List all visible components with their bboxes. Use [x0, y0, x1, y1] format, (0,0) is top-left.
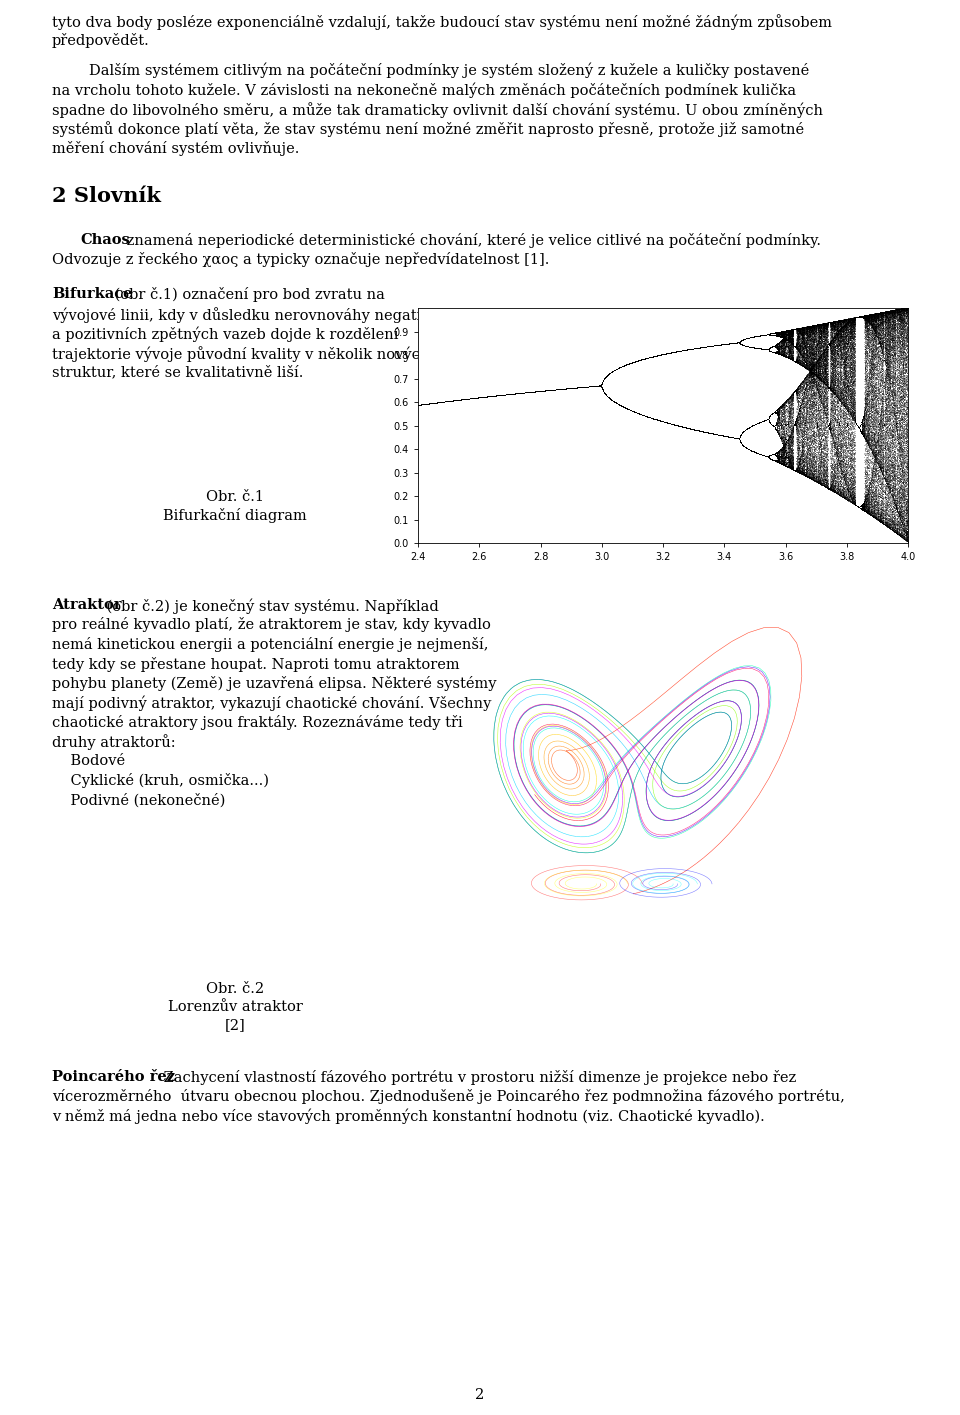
Text: trajektorie vývoje původní kvality v několik nových: trajektorie vývoje původní kvality v něk…	[52, 347, 429, 362]
Text: vícerozměrného  útvaru obecnou plochou. Zjednodušeně je Poincarého řez podmnožin: vícerozměrného útvaru obecnou plochou. Z…	[52, 1090, 845, 1105]
Text: Poincarého řez: Poincarého řez	[52, 1070, 175, 1084]
Text: druhy atraktorů:: druhy atraktorů:	[52, 734, 176, 750]
Text: pohybu planety (Země) je uzavřená elipsa. Některé systémy: pohybu planety (Země) je uzavřená elipsa…	[52, 676, 496, 691]
Text: Bodové: Bodové	[52, 754, 125, 768]
Text: spadne do libovolného směru, a může tak dramaticky ovlivnit další chování systém: spadne do libovolného směru, a může tak …	[52, 102, 823, 117]
Text: Obr. č.2: Obr. č.2	[206, 982, 264, 996]
Text: na vrcholu tohoto kužele. V závislosti na nekonečně malých změnách počátečních p: na vrcholu tohoto kužele. V závislosti n…	[52, 82, 796, 98]
Text: 2: 2	[475, 1388, 485, 1402]
Text: Obr. č.1: Obr. č.1	[206, 490, 264, 504]
Text: Odvozuje z řeckého χαoς a typicky označuje nepředvídatelnost [1].: Odvozuje z řeckého χαoς a typicky označu…	[52, 252, 549, 267]
Text: Dalším systémem citlivým na počáteční podmínky je systém složený z kužele a kuli: Dalším systémem citlivým na počáteční po…	[52, 64, 809, 78]
Text: v němž má jedna nebo více stavových proměnných konstantní hodnotu (viz. Chaotick: v němž má jedna nebo více stavových prom…	[52, 1109, 765, 1125]
Text: Cyklické (kruh, osmička...): Cyklické (kruh, osmička...)	[52, 774, 269, 788]
Text: znamená neperiodické deterministické chování, které je velice citlivé na počáteč: znamená neperiodické deterministické cho…	[122, 232, 821, 248]
Text: struktur, které se kvalitativně liší.: struktur, které se kvalitativně liší.	[52, 365, 303, 379]
Text: systémů dokonce platí věta, že stav systému není možné změřit naprosto přesně, p: systémů dokonce platí věta, že stav syst…	[52, 122, 804, 137]
Text: 2 Slovník: 2 Slovník	[52, 187, 161, 207]
Text: [2]: [2]	[225, 1017, 246, 1032]
Text: chaotické atraktory jsou fraktály. Rozeznáváme tedy tři: chaotické atraktory jsou fraktály. Rozez…	[52, 715, 463, 730]
Text: (obr č.1) označení pro bod zvratu na: (obr č.1) označení pro bod zvratu na	[110, 287, 385, 303]
Text: Bifurkační diagram: Bifurkační diagram	[163, 508, 307, 524]
Text: předpovědět.: předpovědět.	[52, 34, 150, 48]
Text: Bifurkace: Bifurkace	[52, 287, 132, 301]
Text: tedy kdy se přestane houpat. Naproti tomu atraktorem: tedy kdy se přestane houpat. Naproti tom…	[52, 657, 460, 672]
Text: Podivné (nekonečné): Podivné (nekonečné)	[52, 792, 226, 808]
Text: Atraktor: Atraktor	[52, 599, 122, 613]
Text: (obr č.2) je konečný stav systému. Například: (obr č.2) je konečný stav systému. Napří…	[102, 599, 439, 614]
Text: Lorenzův atraktor: Lorenzův atraktor	[168, 1000, 302, 1015]
Text: Chaos: Chaos	[80, 232, 130, 246]
Text: mají podivný atraktor, vykazují chaotické chování. Všechny: mají podivný atraktor, vykazují chaotick…	[52, 696, 492, 710]
Text: pro reálné kyvadlo platí, že atraktorem je stav, kdy kyvadlo: pro reálné kyvadlo platí, že atraktorem …	[52, 617, 491, 633]
Text: nemá kinetickou energii a potenciální energie je nejmenší,: nemá kinetickou energii a potenciální en…	[52, 637, 489, 652]
Text: vývojové linii, kdy v důsledku nerovnováhy negativních: vývojové linii, kdy v důsledku nerovnová…	[52, 307, 462, 323]
Text: Lorenz System timeseries: Lorenz System timeseries	[448, 610, 547, 620]
Text: Zachycení vlastností fázového portrétu v prostoru nižší dimenze je projekce nebo: Zachycení vlastností fázového portrétu v…	[159, 1070, 796, 1085]
Text: tyto dva body posléze exponenciálně vzdalují, takže budoucí stav systému není mo: tyto dva body posléze exponenciálně vzda…	[52, 14, 832, 30]
Text: a pozitivních zpětných vazeb dojde k rozdělení: a pozitivních zpětných vazeb dojde k roz…	[52, 327, 398, 342]
Text: měření chování systém ovlivňuje.: měření chování systém ovlivňuje.	[52, 142, 300, 156]
